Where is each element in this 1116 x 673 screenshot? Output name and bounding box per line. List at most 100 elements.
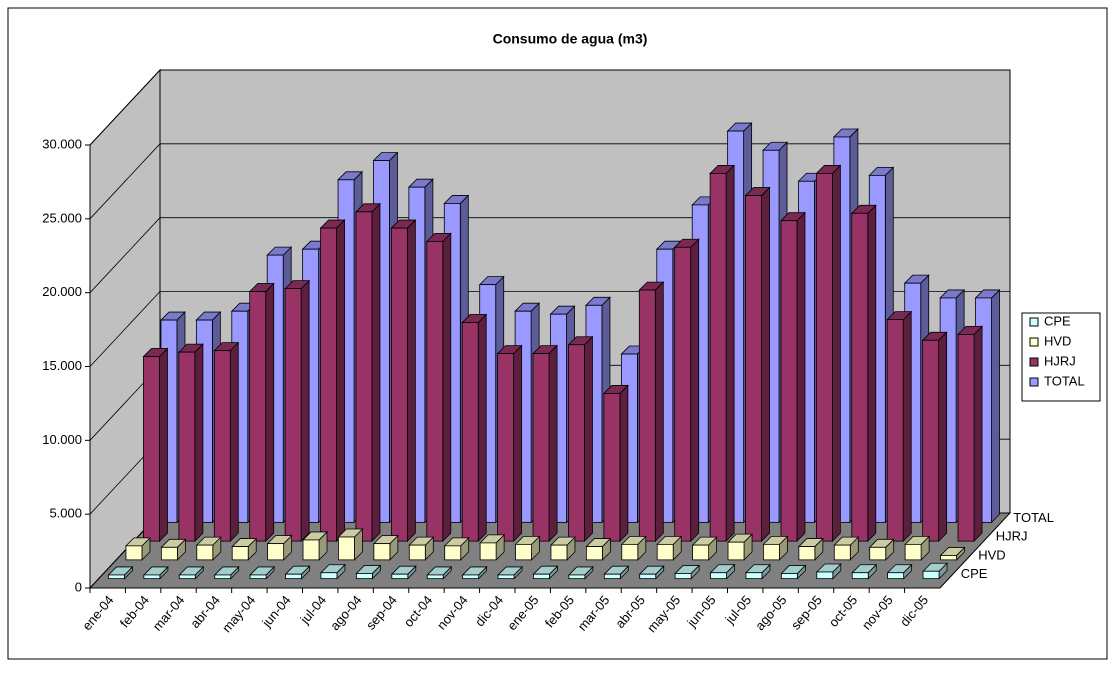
series-axis-label: HJRJ: [996, 529, 1028, 544]
y-tick-label: 15.000: [42, 358, 82, 373]
bar: [922, 339, 940, 542]
bar: [957, 333, 975, 542]
series-axis-label: CPE: [961, 566, 988, 581]
bar: [833, 544, 851, 561]
bar: [143, 356, 160, 542]
bar-side: [442, 232, 452, 543]
bar-side: [761, 186, 770, 543]
bar: [373, 543, 391, 561]
bar: [533, 573, 550, 580]
bar-side: [229, 341, 239, 543]
bar: [532, 353, 550, 542]
bar-side: [300, 279, 310, 543]
bar: [284, 288, 302, 542]
bar: [550, 544, 568, 561]
bar: [621, 543, 639, 561]
grid-line: [89, 143, 1010, 220]
bar: [815, 173, 833, 542]
bar: [249, 574, 267, 580]
bar: [745, 195, 762, 542]
bar: [603, 393, 621, 542]
bar: [355, 211, 373, 542]
bar: [143, 574, 161, 580]
bar: [568, 344, 585, 542]
bar-side: [991, 288, 1000, 524]
legend-swatch: [1029, 357, 1039, 367]
bar-side: [938, 331, 948, 543]
bar: [391, 573, 409, 580]
bar: [869, 546, 887, 561]
bar: [249, 291, 267, 542]
bar: [338, 536, 355, 561]
bar-side: [336, 219, 345, 543]
legend-label: HVD: [1044, 333, 1071, 348]
legend-label: CPE: [1044, 313, 1071, 328]
bar: [585, 546, 603, 561]
bar: [904, 543, 922, 561]
bar: [426, 240, 444, 542]
bar: [462, 574, 480, 580]
bar: [851, 572, 869, 580]
bar: [851, 212, 869, 542]
bar: [816, 571, 834, 580]
bar: [887, 572, 905, 580]
y-tick-label: 5.000: [49, 506, 82, 521]
bar: [461, 322, 479, 542]
bar: [214, 574, 232, 580]
bar: [390, 227, 408, 542]
bar-side: [725, 164, 735, 543]
bar: [568, 574, 586, 580]
bar-side: [867, 204, 877, 543]
bar: [408, 544, 426, 561]
bar-side: [619, 384, 629, 543]
bar: [125, 545, 143, 561]
bar-side: [831, 164, 841, 543]
bar: [160, 546, 178, 561]
bar-side: [584, 335, 593, 543]
series-axis-label: HVD: [978, 547, 1005, 562]
bar-side: [973, 325, 983, 543]
bar: [710, 572, 727, 580]
y-tick-label: 0: [75, 579, 82, 594]
legend-swatch: [1029, 317, 1039, 327]
bar: [674, 246, 692, 542]
bar: [444, 545, 462, 561]
bar-side: [371, 202, 381, 543]
bar: [108, 574, 125, 580]
bar: [780, 573, 798, 580]
bar: [638, 289, 656, 542]
chart-title: Consumo de agua (m3): [493, 31, 648, 47]
legend-swatch: [1029, 377, 1039, 387]
bar: [603, 573, 621, 580]
bar-side: [477, 313, 487, 543]
bar: [285, 573, 302, 580]
bar: [497, 353, 515, 542]
bar: [178, 574, 196, 580]
bar-side: [902, 310, 912, 543]
bar: [763, 543, 780, 561]
legend-label: TOTAL: [1044, 373, 1085, 388]
bar: [745, 572, 763, 580]
bar: [922, 570, 940, 580]
legend-swatch: [1029, 337, 1039, 347]
bar: [780, 220, 798, 542]
bar-side: [194, 343, 204, 543]
series-axis-label: TOTAL: [1013, 510, 1054, 525]
y-tick-label: 30.000: [42, 136, 82, 151]
grid-line: [89, 69, 1010, 146]
y-tick-label: 20.000: [42, 284, 82, 299]
bar: [178, 351, 196, 542]
bar: [709, 173, 727, 542]
bar-side: [513, 344, 523, 543]
bar: [692, 544, 710, 561]
bar-side: [406, 219, 416, 543]
bar-side: [548, 344, 558, 543]
bar: [479, 542, 497, 561]
bar: [196, 544, 214, 561]
bar: [355, 573, 373, 580]
bar: [940, 555, 957, 561]
bar: [639, 573, 657, 580]
bar-side: [690, 238, 700, 543]
bar: [497, 574, 515, 580]
